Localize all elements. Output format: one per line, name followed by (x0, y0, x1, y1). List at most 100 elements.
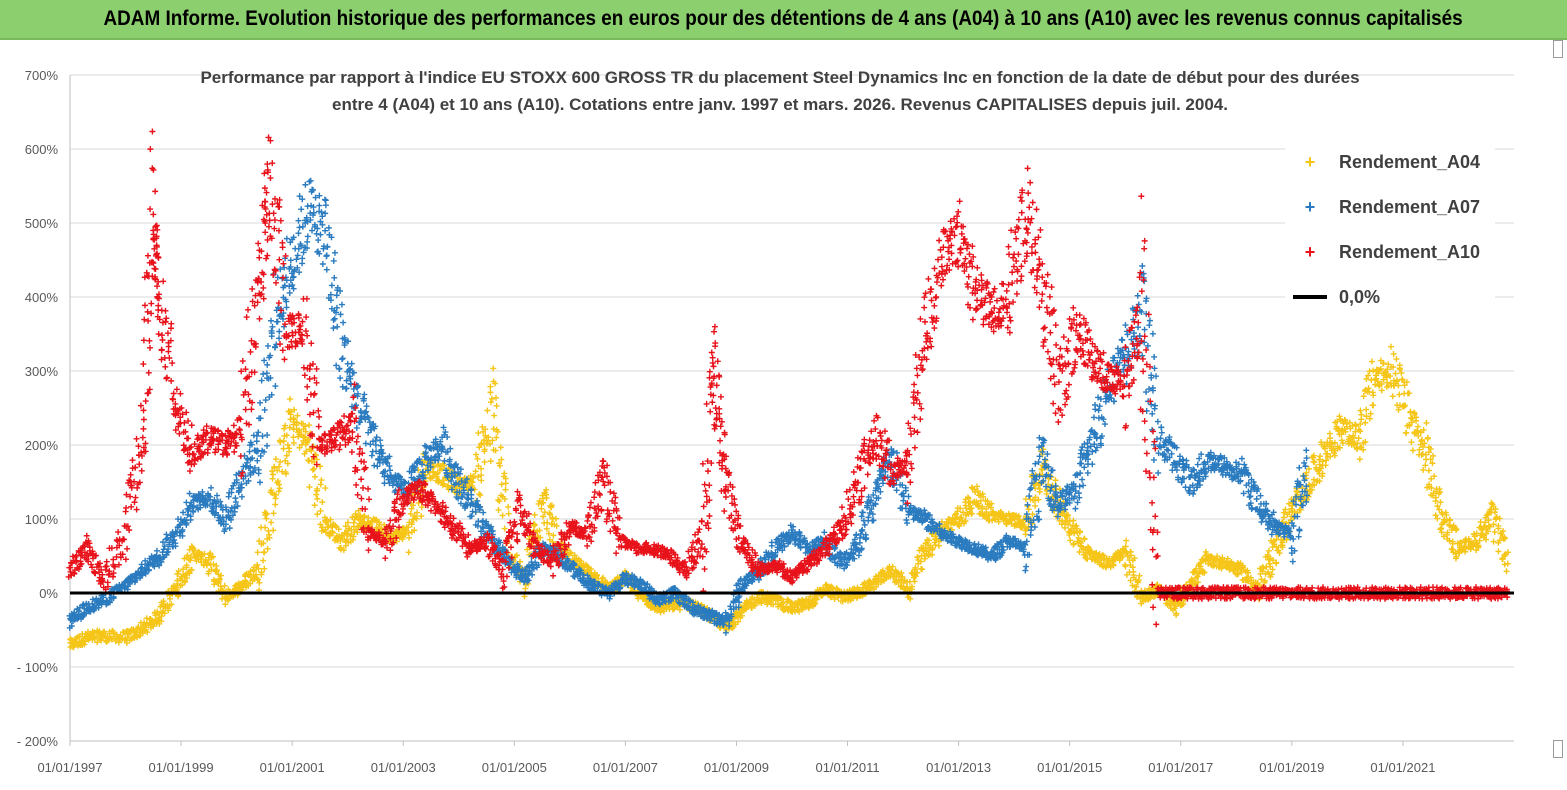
rendement-a04-point (313, 456, 320, 463)
rendement-a04-point (1362, 419, 1369, 426)
rendement-a04-point (974, 488, 981, 495)
rendement-a07-point (304, 238, 311, 245)
y-tick-label: 400% (25, 290, 59, 305)
rendement-a04-point (208, 566, 215, 573)
rendement-a04-point (350, 533, 357, 540)
rendement-a04-point (903, 584, 910, 591)
rendement-a04-point (357, 523, 364, 530)
rendement-a04-point (313, 491, 320, 498)
rendement-a04-point (914, 569, 921, 576)
y-tick-label: - 100% (17, 660, 59, 675)
rendement-a07-point (323, 266, 330, 273)
rendement-a04-point (188, 566, 195, 573)
rendement-a04-point (914, 554, 921, 561)
rendement-a04-point (282, 469, 289, 476)
rendement-a04-point (907, 595, 914, 602)
rendement-a04-point (962, 517, 969, 524)
rendement-a04-point (487, 389, 494, 396)
rendement-a04-point (283, 452, 290, 459)
rendement-a04-point (410, 502, 417, 509)
rendement-a04-point (788, 599, 795, 606)
rendement-a04-point (540, 499, 547, 506)
rendement-a04-point (535, 500, 542, 507)
rendement-a04-point (1408, 439, 1415, 446)
rendement-a04-point (946, 515, 953, 522)
rendement-a04-point (186, 570, 193, 577)
rendement-a04-point (1357, 407, 1364, 414)
rendement-a04-point (284, 441, 291, 448)
rendement-a07-point (870, 517, 877, 524)
rendement-a04-point (305, 436, 312, 443)
rendement-a04-point (481, 459, 488, 466)
rendement-a04-point (967, 506, 974, 513)
rendement-a04-point (314, 495, 321, 502)
rendement-a04-point (548, 502, 555, 509)
rendement-a04-point (287, 408, 294, 415)
rendement-a04-point (144, 629, 151, 636)
rendement-a07-point (238, 493, 245, 500)
rendement-a04-point (225, 595, 232, 602)
rendement-a04-point (322, 485, 329, 492)
rendement-a07-point (306, 178, 313, 185)
rendement-a04-point (306, 484, 313, 491)
rendement-a04-point (1409, 447, 1416, 454)
rendement-a04-point (260, 557, 267, 564)
rendement-a04-point (470, 473, 477, 480)
rendement-a07-point (371, 462, 378, 469)
rendement-a07-point (316, 202, 323, 209)
x-tick-label: 01/01/2013 (926, 760, 991, 775)
rendement-a04-point (406, 534, 413, 541)
rendement-a04-point (599, 575, 606, 582)
rendement-a04-point (283, 432, 290, 439)
rendement-a04-point (1370, 367, 1377, 374)
rendement-a04-point (1389, 393, 1396, 400)
x-tick-label: 01/01/2001 (260, 760, 325, 775)
rendement-a04-point (344, 519, 351, 526)
rendement-a04-point (301, 434, 308, 441)
rendement-a04-point (478, 465, 485, 472)
rendement-a04-point (302, 428, 309, 435)
rendement-a07-point (328, 282, 335, 289)
rendement-a07-point (307, 177, 314, 184)
rendement-a04-point (485, 434, 492, 441)
rendement-a04-point (286, 424, 293, 431)
rendement-a04-point (367, 521, 374, 528)
rendement-a04-point (911, 566, 918, 573)
rendement-a04-point (475, 473, 482, 480)
rendement-a04-point (274, 467, 281, 474)
rendement-a04-point (1067, 537, 1074, 544)
rendement-a07-point (330, 257, 337, 264)
rendement-a07-point (315, 237, 322, 244)
rendement-a04-point (1504, 560, 1511, 567)
rendement-a04-point (498, 481, 505, 488)
rendement-a04-point (434, 462, 441, 469)
rendement-a07-point (264, 342, 271, 349)
rendement-a04-point (919, 566, 926, 573)
rendement-a04-point (492, 447, 499, 454)
rendement-a04-point (277, 439, 284, 446)
rendement-a04-point (270, 510, 277, 517)
rendement-a04-point (543, 525, 550, 532)
rendement-a04-point (254, 576, 261, 583)
rendement-a04-point (166, 595, 173, 602)
rendement-a04-point (355, 507, 362, 514)
rendement-a04-point (899, 573, 906, 580)
rendement-a04-point (911, 578, 918, 585)
rendement-a04-point (340, 547, 347, 554)
rendement-a04-point (361, 512, 368, 519)
rendement-a07-point (468, 491, 475, 498)
rendement-a04-point (272, 491, 279, 498)
rendement-a04-point (917, 558, 924, 565)
rendement-a04-point (472, 468, 479, 475)
rendement-a04-point (342, 523, 349, 530)
rendement-a04-point (493, 394, 500, 401)
rendement-a04-point (143, 615, 150, 622)
rendement-a04-point (280, 438, 287, 445)
rendement-a04-point (337, 546, 344, 553)
rendement-a04-point (108, 636, 115, 643)
rendement-a04-point (260, 540, 267, 547)
rendement-a04-point (1501, 561, 1508, 568)
title-banner: ADAM Informe. Evolution historique des p… (0, 0, 1567, 40)
rendement-a04-point (207, 550, 214, 557)
rendement-a04-point (201, 550, 208, 557)
